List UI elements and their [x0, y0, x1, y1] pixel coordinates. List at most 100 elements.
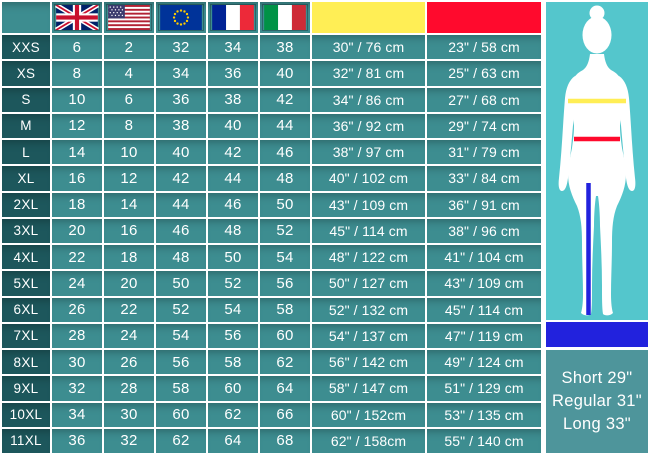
waist-measure-cell: 47" / 119 cm: [427, 323, 541, 348]
leg-length-options: Short 29" Regular 31" Long 33": [546, 350, 648, 453]
italy-flag-icon: [262, 4, 308, 31]
eu-size-cell: 42: [156, 166, 206, 191]
size-label: 10XL: [2, 402, 50, 427]
it-size-cell: 64: [260, 376, 310, 401]
chest-measure-cell: 36" / 92 cm: [312, 113, 425, 138]
uk-size-cell: 24: [52, 271, 102, 296]
size-label: S: [2, 87, 50, 112]
waist-measure-cell: 38" / 96 cm: [427, 218, 541, 243]
us-size-cell: 26: [104, 350, 154, 375]
chest-measure-cell: 52" / 132 cm: [312, 297, 425, 322]
leg-length-regular: Regular 31": [552, 392, 642, 410]
uk-size-cell: 10: [52, 87, 102, 112]
it-size-cell: 42: [260, 87, 310, 112]
us-size-cell: 22: [104, 297, 154, 322]
leg-length-long: Long 33": [563, 415, 631, 433]
eu-flag-icon: [156, 2, 206, 33]
uk-size-cell: 6: [52, 35, 102, 60]
waist-measure-cell: 43" / 109 cm: [427, 271, 541, 296]
uk-size-cell: 20: [52, 218, 102, 243]
size-label: 9XL: [2, 376, 50, 401]
fr-size-cell: 54: [208, 297, 258, 322]
size-label: M: [2, 113, 50, 138]
it-size-cell: 62: [260, 350, 310, 375]
uk-size-cell: 16: [52, 166, 102, 191]
chest-measure-cell: 45" / 114 cm: [312, 218, 425, 243]
eu-size-cell: 54: [156, 323, 206, 348]
chest-measure-cell: 34" / 86 cm: [312, 87, 425, 112]
uk-size-cell: 18: [52, 192, 102, 217]
it-size-cell: 40: [260, 61, 310, 86]
it-size-cell: 56: [260, 271, 310, 296]
us-size-cell: 24: [104, 323, 154, 348]
uk-size-cell: 28: [52, 323, 102, 348]
chest-measure-cell: 62" / 158cm: [312, 428, 425, 453]
waist-measure-cell: 55" / 140 cm: [427, 428, 541, 453]
uk-size-cell: 8: [52, 61, 102, 86]
waist-measure-cell: 23" / 58 cm: [427, 35, 541, 60]
fr-size-cell: 48: [208, 218, 258, 243]
us-size-cell: 20: [104, 271, 154, 296]
uk-size-cell: 36: [52, 428, 102, 453]
chest-measure-cell: 56" / 142 cm: [312, 350, 425, 375]
eu-size-cell: 38: [156, 113, 206, 138]
waist-measure-cell: 53" / 135 cm: [427, 402, 541, 427]
us-size-cell: 10: [104, 140, 154, 165]
uk-size-cell: 34: [52, 402, 102, 427]
eu-size-cell: 34: [156, 61, 206, 86]
us-size-cell: 8: [104, 113, 154, 138]
chest-measure-cell: 40" / 102 cm: [312, 166, 425, 191]
waist-measure-cell: 41" / 104 cm: [427, 245, 541, 270]
eu-size-cell: 50: [156, 271, 206, 296]
size-label: XS: [2, 61, 50, 86]
waist-measure-header-swatch: [427, 2, 541, 33]
it-size-cell: 60: [260, 323, 310, 348]
it-size-cell: 52: [260, 218, 310, 243]
waist-measure-cell: 33" / 84 cm: [427, 166, 541, 191]
waist-measure-cell: 31" / 79 cm: [427, 140, 541, 165]
size-label: L: [2, 140, 50, 165]
eu-size-cell: 52: [156, 297, 206, 322]
us-size-cell: 6: [104, 87, 154, 112]
corner-cell: [2, 2, 50, 33]
us-size-cell: 14: [104, 192, 154, 217]
fr-size-cell: 58: [208, 350, 258, 375]
chest-measure-cell: 54" / 137 cm: [312, 323, 425, 348]
france-flag-icon: [208, 2, 258, 33]
italy-flag-icon: [260, 2, 310, 33]
chest-measure-cell: 48" / 122 cm: [312, 245, 425, 270]
fr-size-cell: 40: [208, 113, 258, 138]
uk-flag-icon: [54, 4, 100, 31]
waist-measure-cell: 45" / 114 cm: [427, 297, 541, 322]
uk-size-cell: 22: [52, 245, 102, 270]
waist-measure-cell: 51" / 129 cm: [427, 376, 541, 401]
chest-measure-cell: 32" / 81 cm: [312, 61, 425, 86]
chest-measure-cell: 38" / 97 cm: [312, 140, 425, 165]
eu-size-cell: 44: [156, 192, 206, 217]
fr-size-cell: 46: [208, 192, 258, 217]
it-size-cell: 58: [260, 297, 310, 322]
us-size-cell: 2: [104, 35, 154, 60]
size-label: 3XL: [2, 218, 50, 243]
fr-size-cell: 62: [208, 402, 258, 427]
size-table: XXS 6 2 32 34 38 30" / 76 cm 23" / 58 cm…: [0, 0, 543, 455]
eu-size-cell: 46: [156, 218, 206, 243]
eu-size-cell: 58: [156, 376, 206, 401]
uk-size-cell: 30: [52, 350, 102, 375]
size-label: 2XL: [2, 192, 50, 217]
body-silhouette-icon: [558, 5, 636, 316]
us-flag-icon: [106, 4, 152, 31]
uk-size-cell: 14: [52, 140, 102, 165]
eu-size-cell: 56: [156, 350, 206, 375]
eu-size-cell: 40: [156, 140, 206, 165]
eu-size-cell: 60: [156, 402, 206, 427]
us-size-cell: 4: [104, 61, 154, 86]
fr-size-cell: 42: [208, 140, 258, 165]
fr-size-cell: 36: [208, 61, 258, 86]
it-size-cell: 44: [260, 113, 310, 138]
it-size-cell: 50: [260, 192, 310, 217]
chest-measure-cell: 30" / 76 cm: [312, 35, 425, 60]
us-size-cell: 30: [104, 402, 154, 427]
fr-size-cell: 52: [208, 271, 258, 296]
eu-flag-icon: [158, 4, 204, 31]
